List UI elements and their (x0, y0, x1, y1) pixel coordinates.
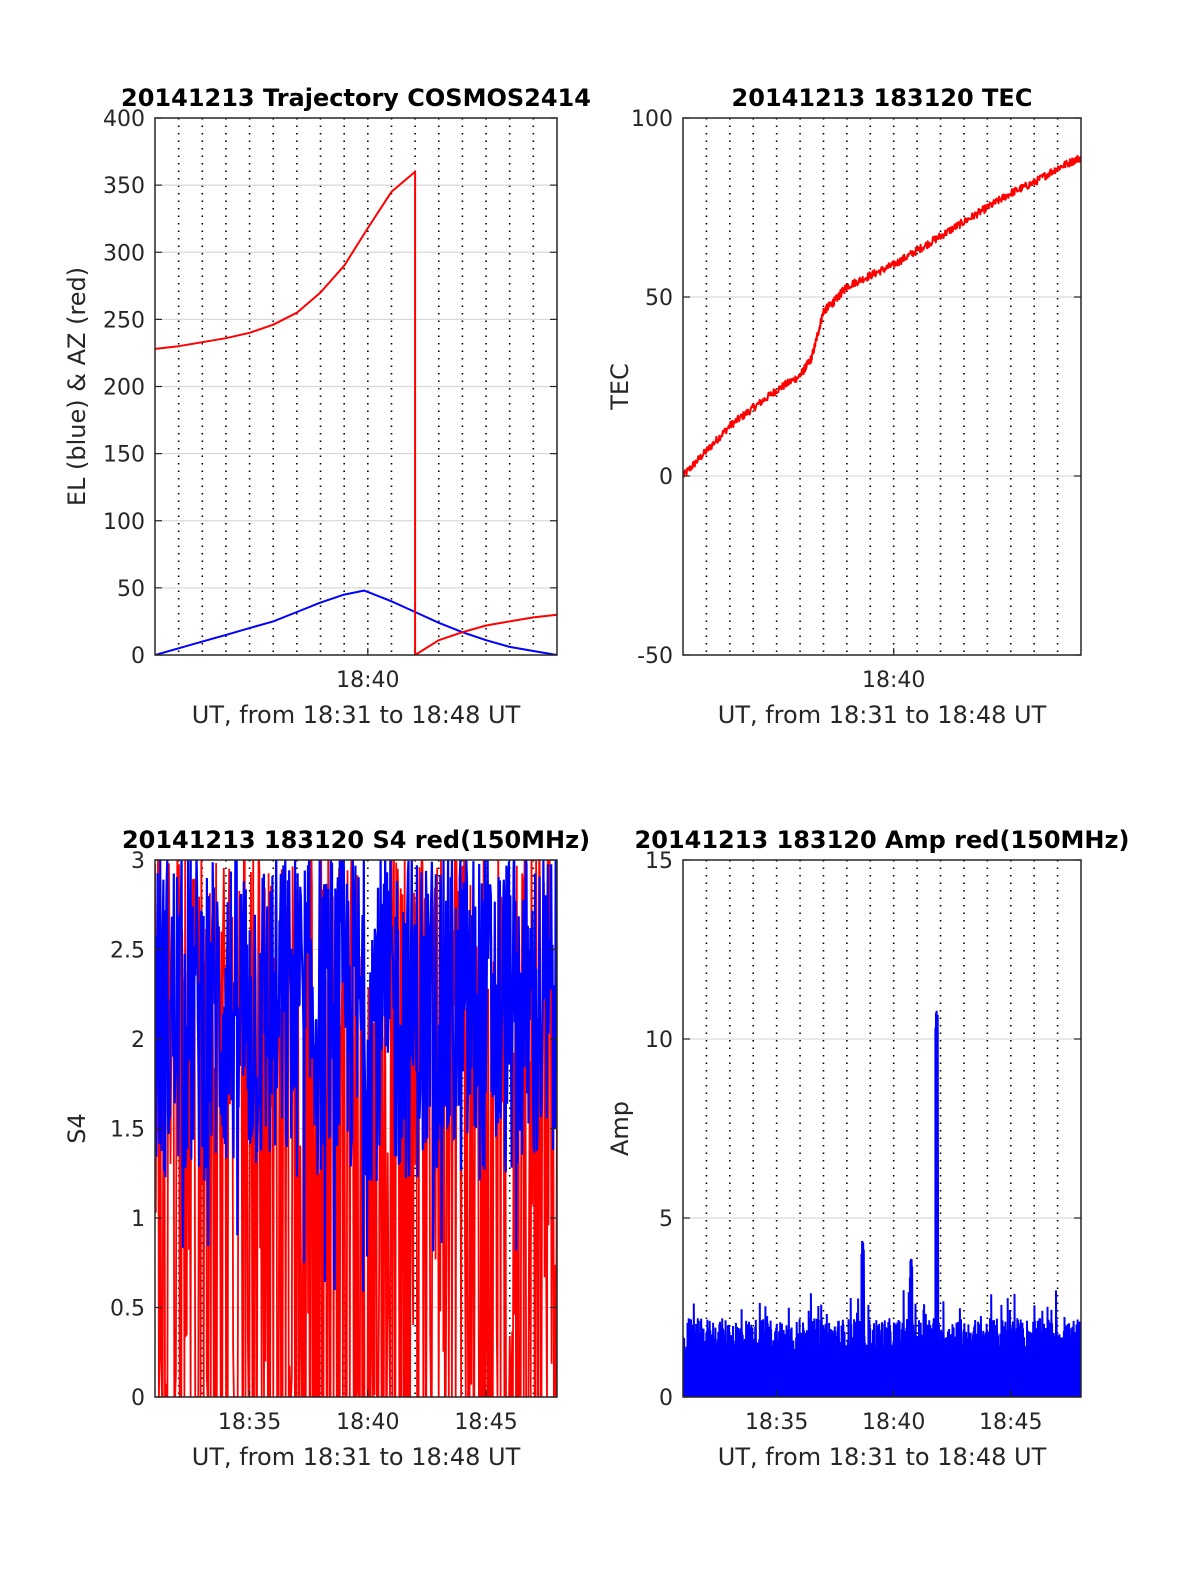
y-tick-label: 1 (131, 1207, 145, 1232)
series-azimuth (155, 170, 557, 655)
y-tick-label: 350 (103, 174, 145, 199)
y-tick-label: 400 (103, 107, 145, 132)
y-tick-label: 2 (131, 1028, 145, 1053)
panel-amp: 0 5 10 15 18:35 18:40 18:45 20141213 183120 Am… (606, 826, 1129, 1471)
y-tick-label: -50 (637, 644, 673, 669)
series-group (155, 860, 557, 1397)
y-tick-label: 250 (103, 308, 145, 333)
chart-title: 20141213 183120 TEC (732, 84, 1033, 112)
x-axis-label: UT, from 18:31 to 18:48 UT (192, 1443, 521, 1471)
x-axis-label: UT, from 18:31 to 18:48 UT (192, 701, 521, 729)
y-tick-label: 3 (131, 849, 145, 874)
y-tick-label: 50 (117, 577, 145, 602)
series-amp (683, 1010, 1081, 1397)
panel-s4: 0 0.5 1 1.5 2 2.5 3 18:35 18:40 18:45 20141213 18… (63, 826, 590, 1471)
y-tick-label: 0.5 (110, 1297, 145, 1322)
y-tick-label: 100 (631, 107, 673, 132)
chart-title: 20141213 183120 S4 red(150MHz) (122, 826, 590, 854)
y-tick-label: 150 (103, 443, 145, 468)
x-tick-label: 18:45 (979, 1410, 1042, 1435)
x-tick-label: 18:40 (862, 668, 925, 693)
chart-title: 20141213 Trajectory COSMOS2414 (121, 84, 591, 112)
y-axis-label: EL (blue) & AZ (red) (63, 267, 91, 506)
series-group (155, 170, 557, 655)
y-axis-label: S4 (63, 1113, 91, 1144)
y-tick-label: 0 (659, 1386, 673, 1411)
y-tick-label: 0 (131, 1386, 145, 1411)
axes-frame (682, 117, 1082, 656)
y-tick-label: 50 (645, 286, 673, 311)
series-s4-red (155, 860, 557, 1397)
x-tick-label: 18:40 (336, 668, 399, 693)
y-tick-label: 100 (103, 510, 145, 535)
x-axis-label: UT, from 18:31 to 18:48 UT (718, 1443, 1047, 1471)
y-tick-label: 0 (131, 644, 145, 669)
y-tick-label: 15 (645, 849, 673, 874)
y-tick-label: 5 (659, 1207, 673, 1232)
y-tick-label: 10 (645, 1028, 673, 1053)
y-axis-label: TEC (606, 363, 634, 411)
y-tick-label: 300 (103, 241, 145, 266)
x-tick-label: 18:40 (862, 1410, 925, 1435)
panel-tec: -50 0 50 100 18:40 20141213 183120 TEC UT, f… (606, 84, 1082, 729)
x-tick-label: 18:35 (218, 1410, 281, 1435)
y-axis-label: Amp (606, 1101, 634, 1156)
series-tec (683, 154, 1081, 478)
y-tick-label: 2.5 (110, 939, 145, 964)
series-group (683, 154, 1081, 478)
y-tick-label: 0 (659, 465, 673, 490)
axes-frame (682, 859, 1082, 1398)
panel-trajectory: 0 50 100 150 200 250 300 350 400 18:40 20141213 T… (63, 84, 591, 729)
x-tick-label: 18:40 (336, 1410, 399, 1435)
y-tick-label: 200 (103, 376, 145, 401)
series-s4-blue (155, 860, 557, 1292)
y-tick-label: 1.5 (110, 1118, 145, 1143)
series-elevation (155, 589, 557, 655)
x-tick-label: 18:35 (745, 1410, 808, 1435)
series-group (683, 1010, 1081, 1397)
x-tick-label: 18:45 (454, 1410, 517, 1435)
chart-title: 20141213 183120 Amp red(150MHz) (635, 826, 1130, 854)
x-axis-label: UT, from 18:31 to 18:48 UT (718, 701, 1047, 729)
